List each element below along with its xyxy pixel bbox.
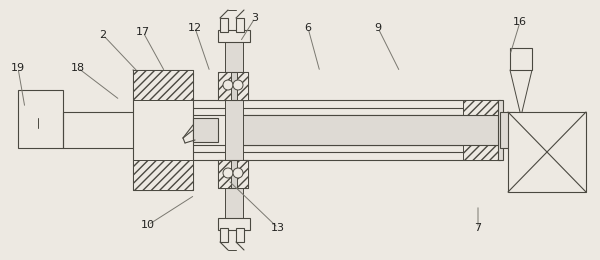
Bar [220,18,228,32]
Bar [218,160,231,188]
Text: 16: 16 [513,17,527,27]
Bar [225,40,243,220]
Text: 3: 3 [251,13,259,23]
Bar [133,70,193,190]
Text: 18: 18 [71,63,85,73]
Bar [508,112,586,192]
Text: 9: 9 [374,23,382,33]
Bar [193,118,218,142]
Circle shape [223,80,233,90]
Bar [463,100,500,115]
Bar [218,30,250,42]
Bar [500,112,515,148]
Bar [498,100,503,160]
Bar [218,218,250,230]
Bar [237,72,248,100]
Circle shape [233,168,243,178]
Bar [510,48,532,70]
Text: 13: 13 [271,223,285,233]
Bar [18,90,63,148]
Bar [237,160,248,188]
Text: 2: 2 [100,30,107,40]
Text: 7: 7 [475,223,482,233]
Bar [235,115,500,145]
Bar [236,18,244,32]
Circle shape [223,168,233,178]
Bar [133,160,193,190]
Circle shape [233,80,243,90]
Text: 6: 6 [305,23,311,33]
Bar [463,145,500,160]
Text: 10: 10 [141,220,155,230]
Bar [133,70,193,100]
Bar [220,228,228,242]
Bar [236,228,244,242]
Text: 17: 17 [136,27,150,37]
Text: 12: 12 [188,23,202,33]
Text: 19: 19 [11,63,25,73]
Bar [218,72,248,100]
Bar [218,160,248,188]
Bar [218,72,231,100]
